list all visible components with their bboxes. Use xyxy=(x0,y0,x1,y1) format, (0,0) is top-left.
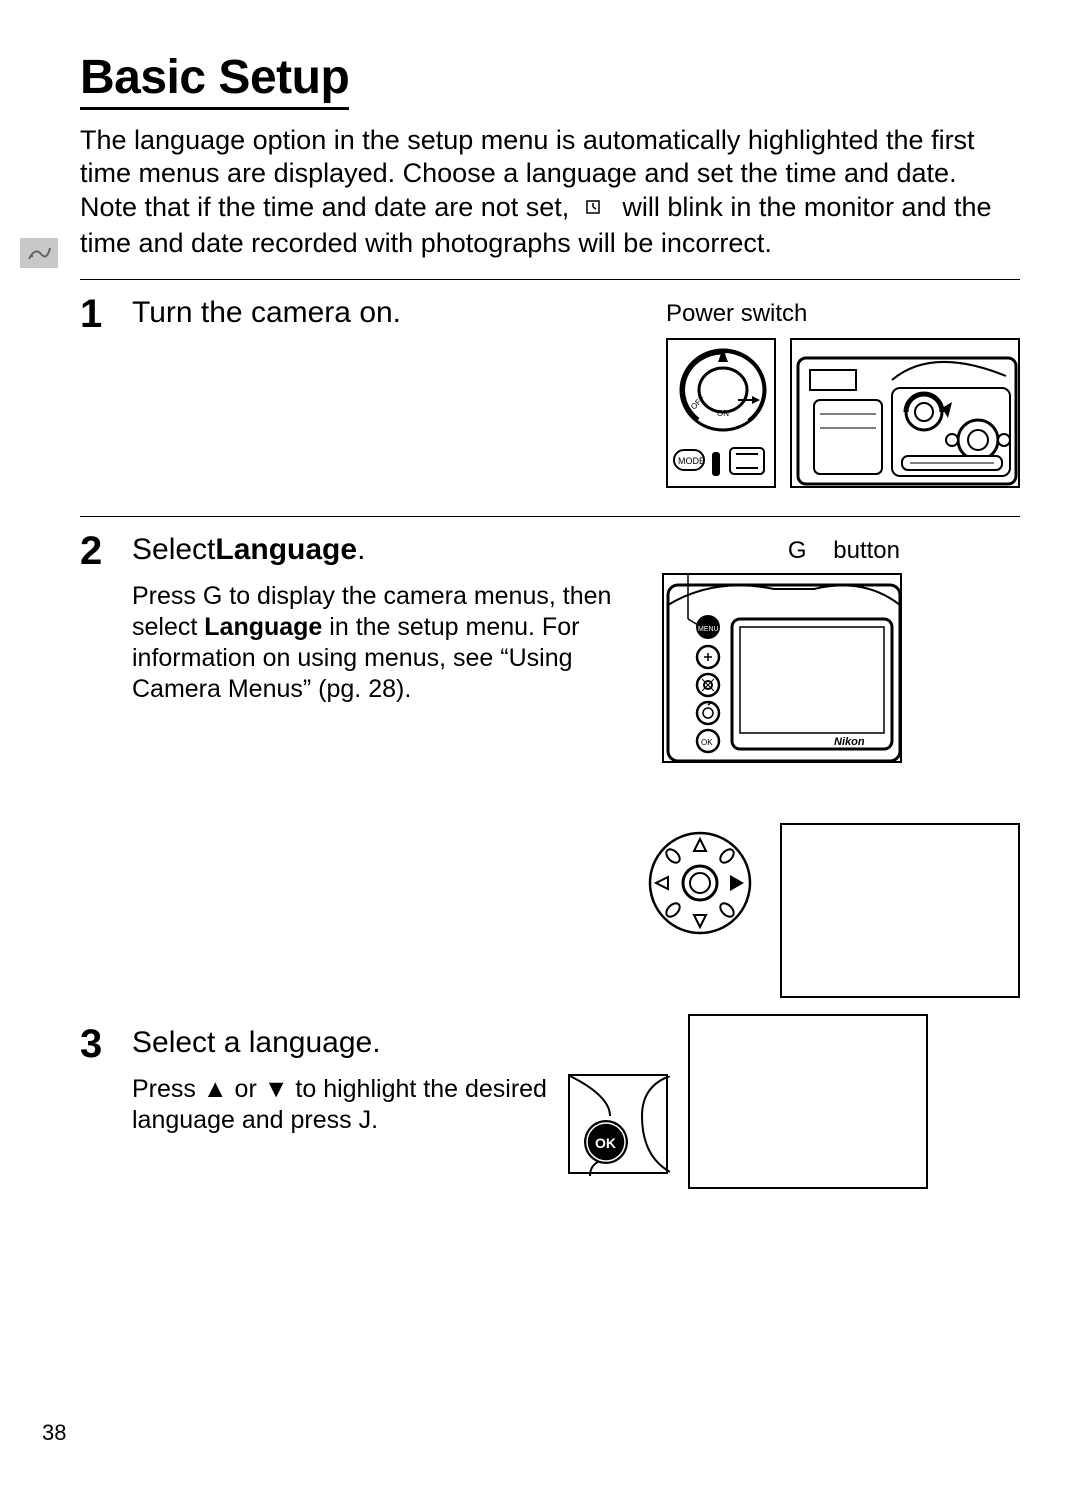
menu-screen-placeholder xyxy=(780,823,1020,998)
svg-text:MENU: MENU xyxy=(698,626,719,633)
page-root: Basic Setup The language option in the s… xyxy=(0,0,1080,1486)
power-switch-diagram: OFF ON MODE xyxy=(666,338,776,488)
step-1: 1 Turn the camera on. Power switch xyxy=(80,288,1020,498)
divider xyxy=(80,279,1020,280)
step-2-lower-figures xyxy=(132,823,1020,998)
step-3: 3 Select a language. Press ▲ or ▼ to hig… xyxy=(80,1018,1020,1199)
side-tab-icon xyxy=(20,238,58,268)
dpad-icon xyxy=(640,823,760,948)
svg-text:OK: OK xyxy=(595,1135,616,1151)
step-1-title: Turn the camera on. xyxy=(132,294,401,330)
language-screen-placeholder xyxy=(688,1014,928,1189)
page-number: 38 xyxy=(42,1420,66,1446)
step-1-number: 1 xyxy=(80,294,114,488)
divider xyxy=(80,516,1020,517)
svg-text:ON: ON xyxy=(717,409,729,418)
step-2-caption: G button xyxy=(788,531,1020,565)
step-2-title: SelectLanguage. xyxy=(132,531,365,567)
camera-top-diagram xyxy=(790,338,1020,488)
svg-text:MODE: MODE xyxy=(678,456,705,466)
svg-text:Nikon: Nikon xyxy=(834,736,865,748)
step-1-figures: OFF ON MODE xyxy=(666,338,1020,488)
step-3-number: 3 xyxy=(80,1024,114,1189)
ok-button-diagram: OK xyxy=(568,1074,668,1174)
camera-back-diagram: MENU OK xyxy=(662,573,902,763)
clock-blink-icon xyxy=(581,194,605,227)
step-2-desc: Press G to display the camera menus, the… xyxy=(132,581,632,705)
step-3-desc: Press ▲ or ▼ to highlight the desired la… xyxy=(132,1074,552,1136)
step-1-caption: Power switch xyxy=(666,294,817,328)
step-2-number: 2 xyxy=(80,531,114,998)
page-title: Basic Setup xyxy=(80,50,349,110)
svg-text:OK: OK xyxy=(701,738,713,747)
intro-text: The language option in the setup menu is… xyxy=(80,124,1000,261)
step-3-figures: OK xyxy=(568,1074,928,1189)
step-2: 2 SelectLanguage. G button Press G to di… xyxy=(80,525,1020,1008)
